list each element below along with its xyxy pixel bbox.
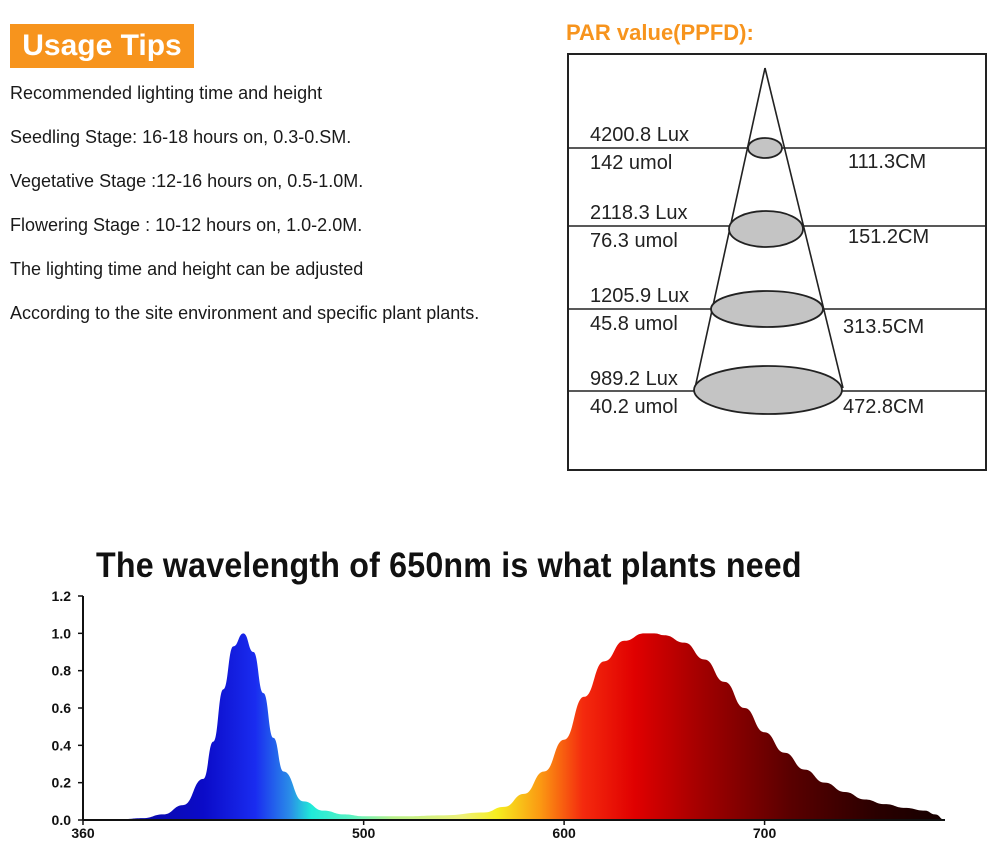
cone-edge-right — [764, 67, 844, 389]
umol-label: 45.8 umol — [590, 313, 678, 335]
x-tick-label: 360 — [71, 825, 95, 841]
lux-label: 1205.9 Lux — [590, 285, 689, 307]
y-tick-label: 1.2 — [52, 588, 72, 604]
lux-label: 989.2 Lux — [590, 368, 678, 390]
umol-label: 40.2 umol — [590, 396, 678, 418]
tip-line: The lighting time and height can be adju… — [10, 259, 364, 279]
light-spot — [710, 290, 824, 328]
tip-line: Flowering Stage : 10-12 hours on, 1.0-2.… — [10, 215, 363, 235]
tip-line: According to the site environment and sp… — [10, 303, 480, 323]
lux-label: 2118.3 Lux — [590, 202, 688, 224]
tip-line: Recommended lighting time and height — [10, 83, 323, 103]
light-spot — [728, 210, 804, 248]
spectrum-series-area — [83, 633, 945, 820]
chart-title: The wavelength of 650nm is what plants n… — [96, 546, 802, 585]
par-title: PAR value(PPFD): — [566, 20, 754, 45]
x-tick-label: 600 — [552, 825, 576, 841]
y-tick-label: 0.6 — [52, 700, 72, 716]
height-label: 111.3CM — [848, 151, 926, 173]
light-spot — [693, 365, 843, 415]
y-tick-label: 0.8 — [52, 663, 72, 679]
height-label: 472.8CM — [843, 396, 924, 418]
lux-label: 4200.8 Lux — [590, 124, 689, 146]
height-label: 313.5CM — [843, 316, 924, 338]
y-tick-label: 1.0 — [52, 625, 72, 641]
x-tick-label: 500 — [352, 825, 376, 841]
y-tick-label: 0.2 — [52, 775, 72, 791]
tip-line: Seedling Stage: 16-18 hours on, 0.3-0.SM… — [10, 127, 352, 147]
light-spot — [747, 137, 783, 159]
y-tick-label: 0.0 — [52, 812, 72, 828]
usage-tips-badge: Usage Tips — [10, 24, 194, 68]
y-tick-label: 0.4 — [52, 737, 72, 753]
umol-label: 142 umol — [590, 152, 672, 174]
tip-line: Vegetative Stage :12-16 hours on, 0.5-1.… — [10, 171, 364, 191]
height-label: 151.2CM — [848, 226, 929, 248]
umol-label: 76.3 umol — [590, 230, 678, 252]
x-tick-label: 700 — [753, 825, 777, 841]
